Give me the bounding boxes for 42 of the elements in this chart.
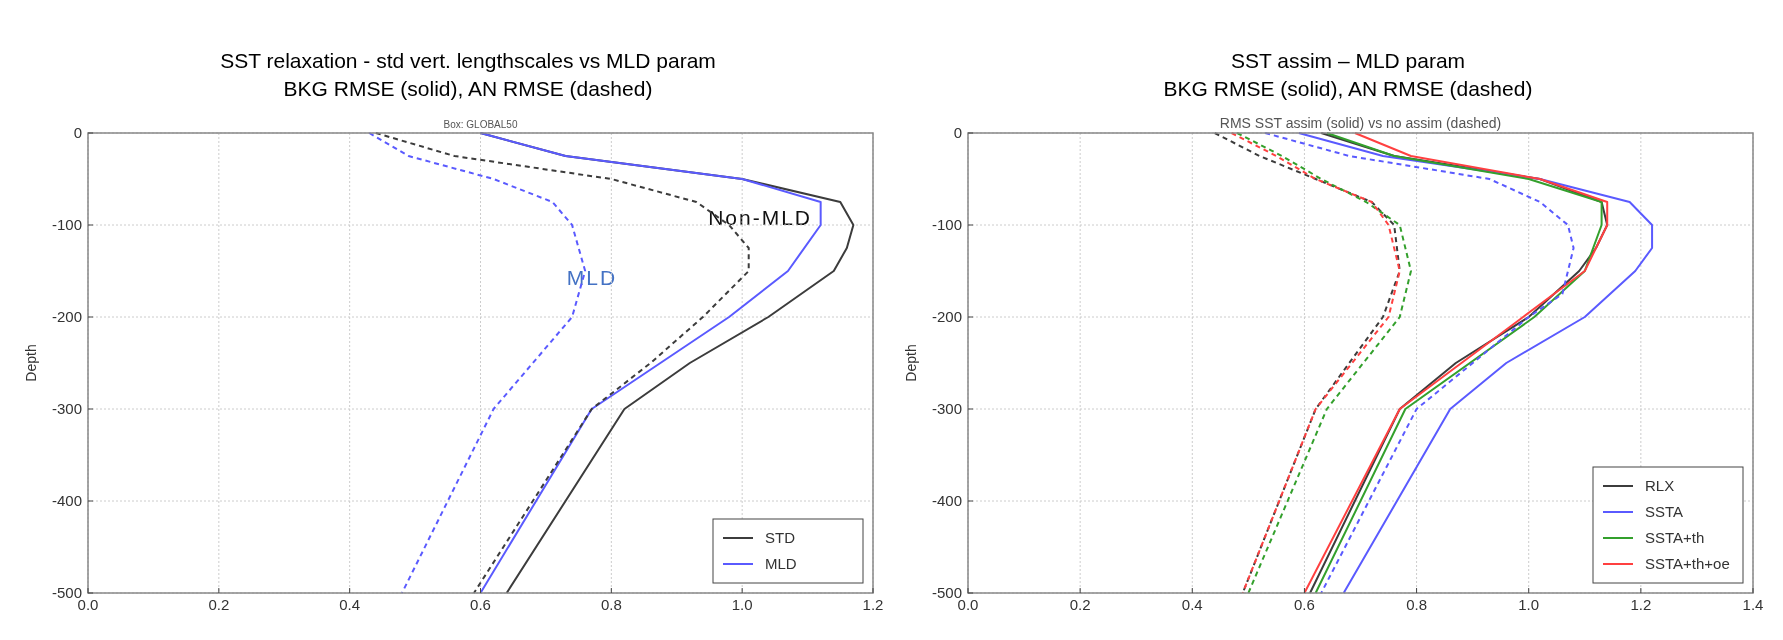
x-tick-label: 0.6: [470, 596, 491, 613]
x-tick-label: 0.8: [1406, 596, 1427, 613]
chart-title: SST assim – MLD param: [1230, 49, 1466, 72]
x-tick-label: 0.6: [1294, 596, 1315, 613]
y-tick-label: 0: [73, 124, 82, 141]
line-series: [1264, 132, 1575, 594]
annotation: Non-MLD: [708, 206, 813, 229]
annotation: MLD: [566, 265, 618, 289]
y-tick-label: -300: [931, 400, 962, 417]
x-tick-label: 0.8: [600, 596, 622, 613]
y-tick-label: -300: [51, 400, 82, 417]
y-axis-title: Depth: [23, 344, 39, 382]
chart-subtitle: BKG RMSE (solid), AN RMSE (dashed): [1163, 77, 1533, 100]
y-tick-label: -100: [51, 216, 82, 233]
text: RMS SST assim (solid) vs no assim (dashed): [1219, 115, 1502, 131]
x-tick-label: 1.0: [1518, 596, 1540, 613]
y-tick-label: 0: [953, 124, 962, 141]
y-axis-title: Depth: [903, 344, 919, 382]
y-tick-label: -100: [931, 216, 962, 233]
legend-label: RLX: [1645, 477, 1675, 494]
y-tick-label: -400: [51, 492, 82, 509]
x-tick-label: 0.4: [1181, 596, 1203, 613]
x-tick-label: 1.2: [862, 596, 884, 613]
legend-label: SSTA: [1645, 503, 1684, 520]
legend-label: SSTA+th+oe: [1645, 555, 1730, 572]
legend-label: STD: [765, 529, 796, 546]
x-tick-label: 1.4: [1742, 596, 1764, 613]
legend-label: MLD: [765, 555, 797, 572]
chart-title: SST relaxation - std vert. lengthscales vs MLD param: [220, 49, 716, 72]
y-tick-label: -400: [931, 492, 962, 509]
x-tick-label: 0.4: [339, 596, 361, 613]
text: Box: GLOBAL50: [443, 119, 518, 130]
x-tick-label: 0.2: [1069, 596, 1091, 613]
y-tick-label: -500: [931, 584, 962, 601]
x-tick-label: 1.2: [1630, 596, 1652, 613]
y-tick-label: -500: [51, 584, 82, 601]
y-tick-label: -200: [931, 308, 962, 325]
legend-label: SSTA+th: [1645, 529, 1705, 546]
x-tick-label: 0.2: [208, 596, 230, 613]
y-tick-label: -200: [51, 308, 82, 325]
chart-subtitle: BKG RMSE (solid), AN RMSE (dashed): [283, 77, 653, 100]
x-tick-label: 1.0: [731, 596, 753, 613]
